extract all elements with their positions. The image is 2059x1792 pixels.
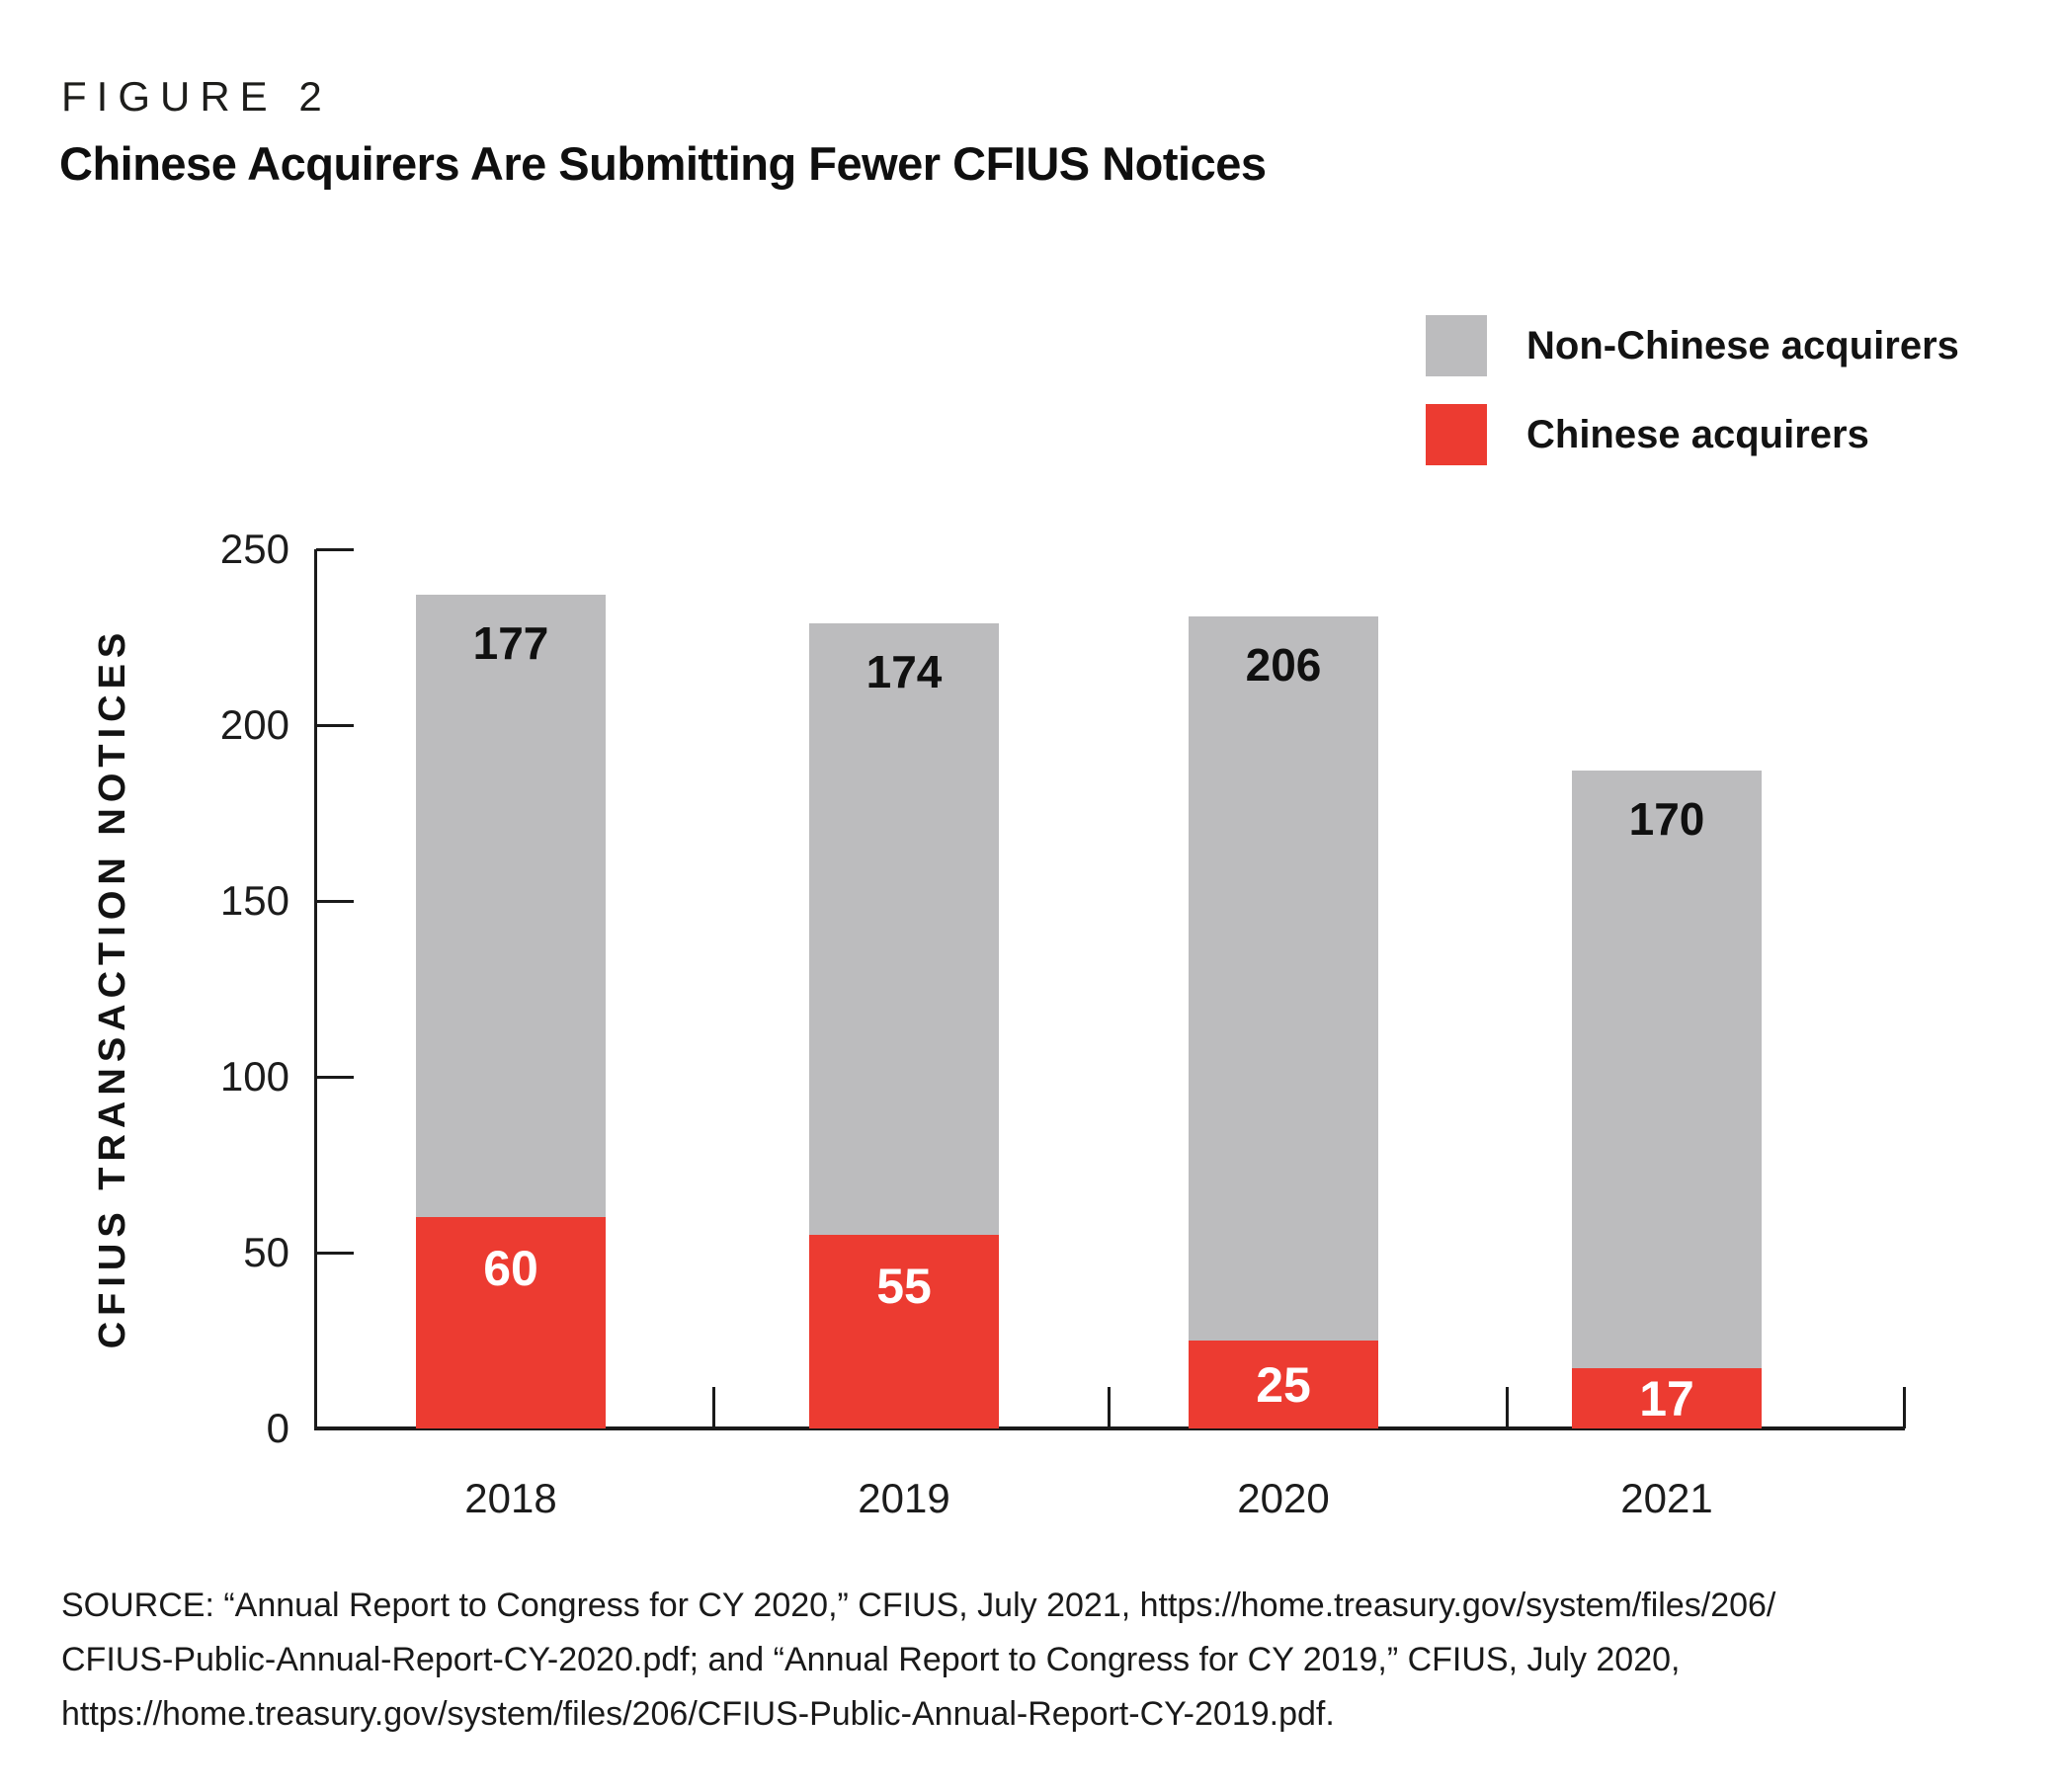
figure-label: FIGURE 2 <box>61 73 332 120</box>
x-axis-line <box>314 1426 1905 1430</box>
x-tick <box>1108 1387 1111 1428</box>
source-note: SOURCE: “Annual Report to Congress for C… <box>61 1587 1776 1733</box>
x-tick <box>712 1387 715 1428</box>
bar-segment-chinese: 17 <box>1572 1368 1762 1428</box>
value-label-chinese: 17 <box>1639 1370 1694 1426</box>
bar-2020: 206 25 <box>1189 616 1378 1428</box>
y-tick-label: 0 <box>266 1405 289 1451</box>
x-tick <box>1506 1387 1509 1428</box>
y-axis-line <box>314 549 317 1430</box>
y-tick <box>316 1076 354 1079</box>
x-tick-label-2019: 2019 <box>858 1475 950 1521</box>
page-title: Chinese Acquirers Are Submitting Fewer C… <box>59 137 1267 190</box>
y-tick <box>316 1252 354 1255</box>
x-tick-label-2021: 2021 <box>1620 1475 1713 1521</box>
bar-2018: 177 60 <box>416 595 606 1428</box>
y-tick <box>316 724 354 727</box>
legend-item-non-chinese: Non-Chinese acquirers <box>1426 315 1959 376</box>
value-label-non-chinese: 174 <box>865 646 943 697</box>
x-tick-label-2020: 2020 <box>1237 1475 1330 1521</box>
bar-segment-non-chinese: 206 <box>1189 616 1378 1341</box>
y-tick-label: 200 <box>219 701 289 748</box>
x-tick <box>1903 1387 1906 1428</box>
y-tick-label: 50 <box>243 1229 289 1275</box>
bar-2021: 170 17 <box>1572 771 1762 1428</box>
value-label-chinese: 60 <box>483 1241 538 1296</box>
value-label-non-chinese: 206 <box>1245 639 1322 691</box>
bar-2019: 174 55 <box>809 623 999 1428</box>
legend-label-non-chinese: Non-Chinese acquirers <box>1526 323 1959 367</box>
legend-label-chinese: Chinese acquirers <box>1526 412 1869 456</box>
bar-segment-non-chinese: 170 <box>1572 771 1762 1368</box>
value-label-chinese: 25 <box>1256 1356 1311 1413</box>
legend-swatch-chinese <box>1426 404 1487 465</box>
bar-segment-chinese: 25 <box>1189 1341 1378 1428</box>
legend-swatch-non-chinese <box>1426 315 1487 376</box>
y-tick <box>316 900 354 903</box>
value-label-chinese: 55 <box>876 1259 932 1314</box>
y-tick-label: 150 <box>219 877 289 924</box>
y-tick-label: 100 <box>219 1053 289 1100</box>
bar-segment-non-chinese: 174 <box>809 623 999 1235</box>
value-label-non-chinese: 170 <box>1628 793 1705 845</box>
bar-segment-non-chinese: 177 <box>416 595 606 1217</box>
bar-segment-chinese: 55 <box>809 1235 999 1428</box>
bar-segment-chinese: 60 <box>416 1217 606 1428</box>
x-tick-label-2018: 2018 <box>464 1475 557 1521</box>
value-label-non-chinese: 177 <box>472 617 549 669</box>
legend-item-chinese: Chinese acquirers <box>1426 404 1869 465</box>
y-tick-label: 250 <box>219 526 289 572</box>
y-tick <box>316 548 354 551</box>
